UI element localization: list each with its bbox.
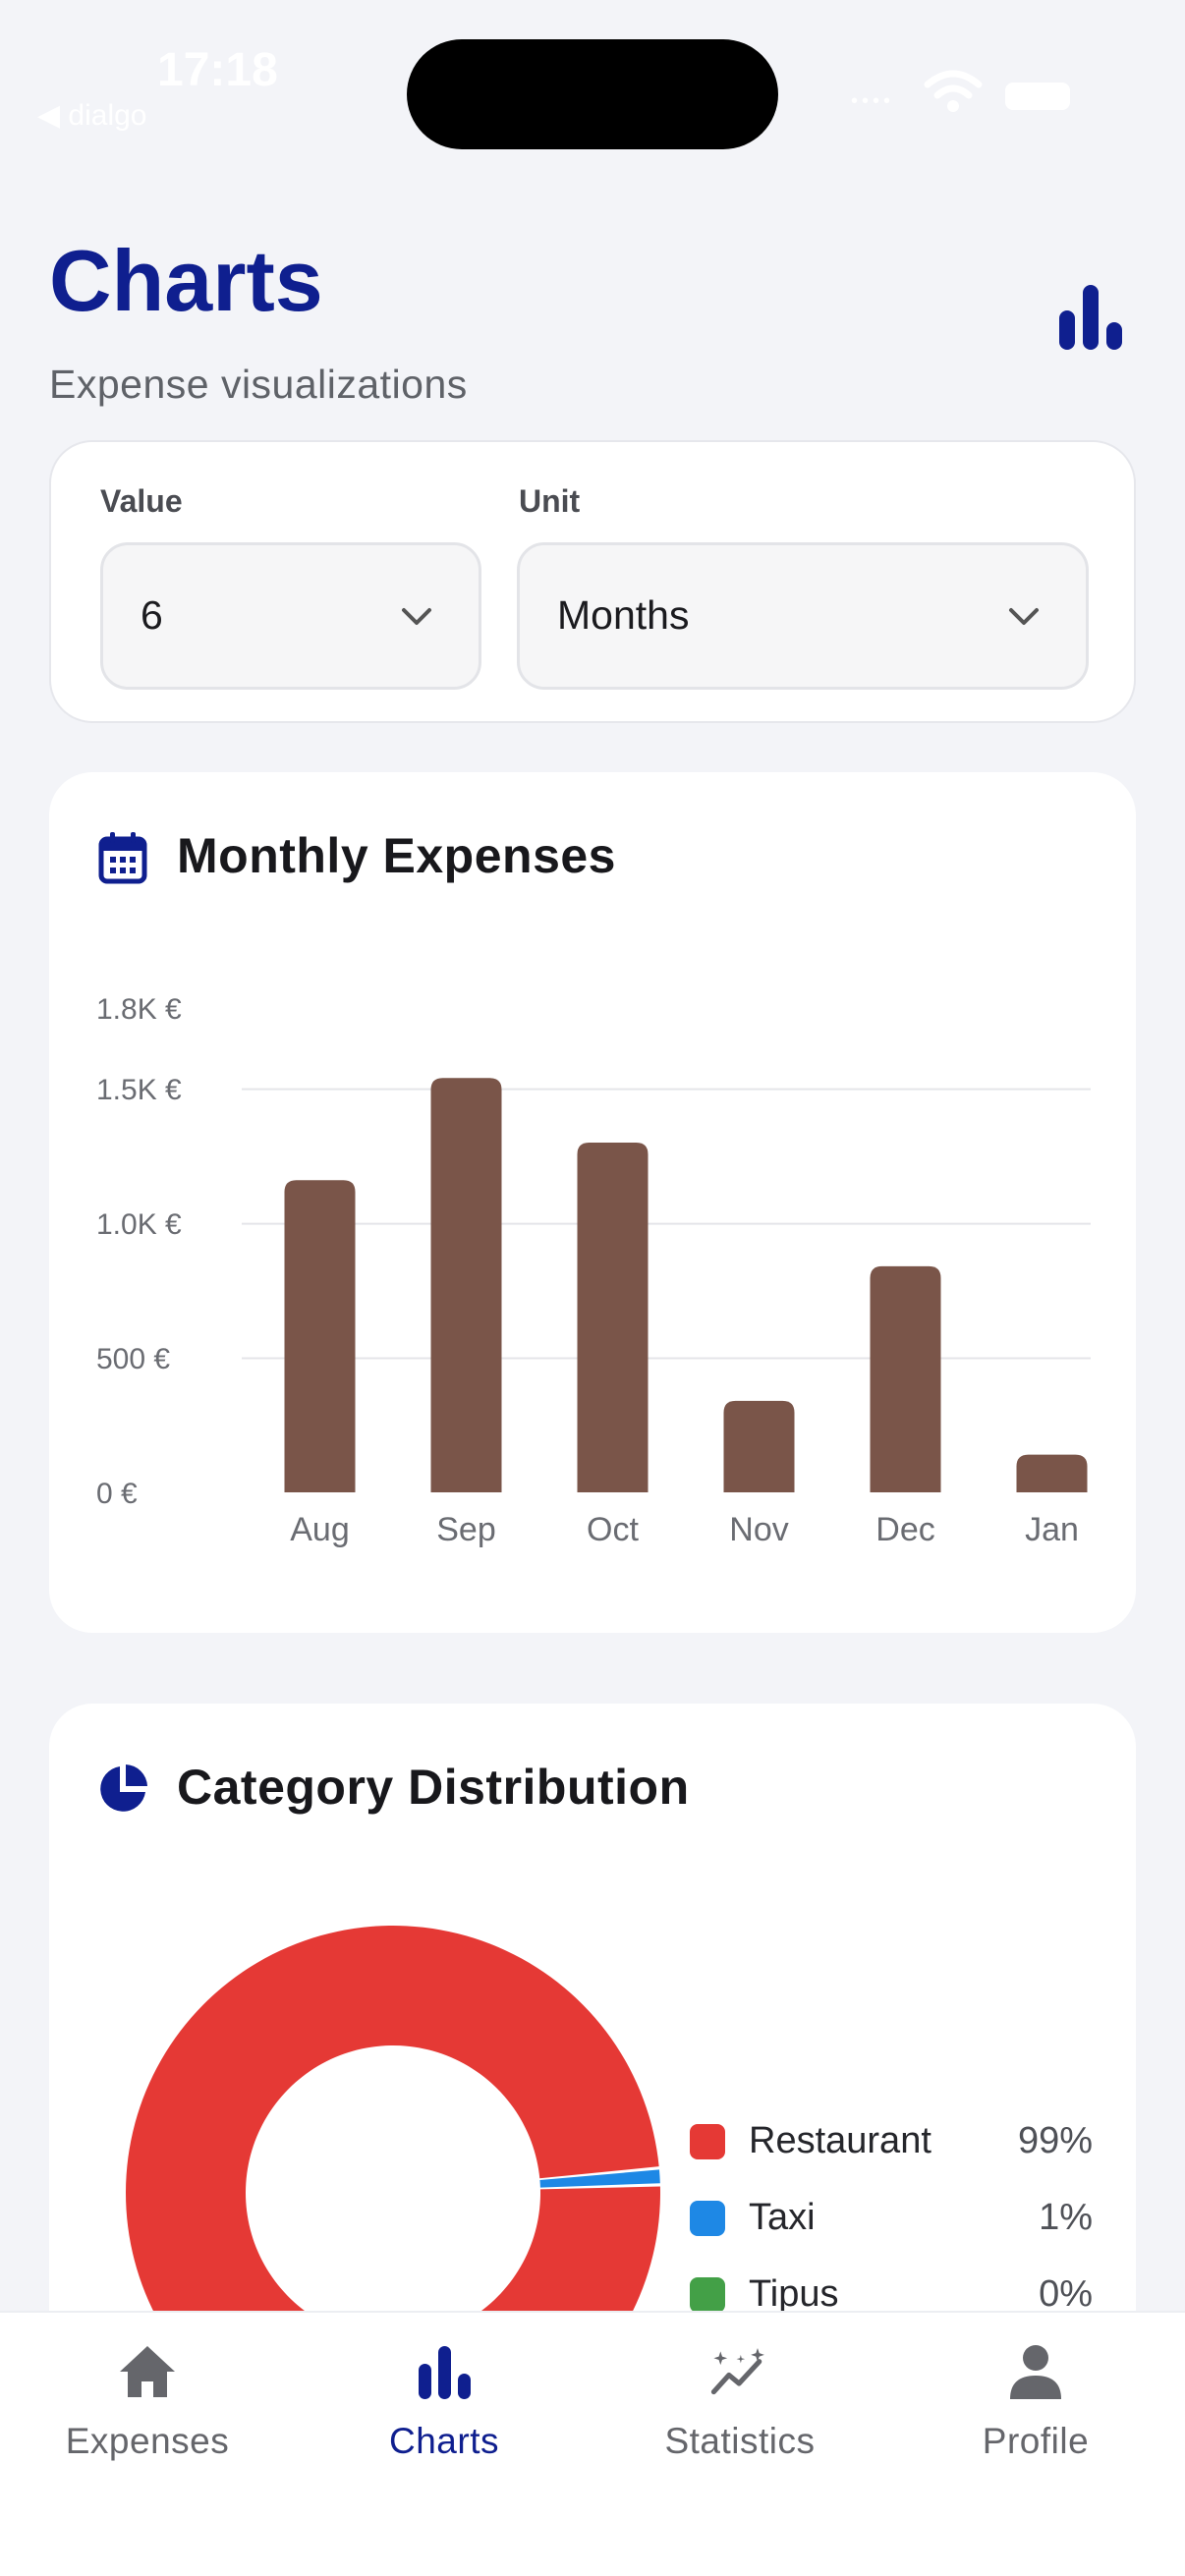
- nav-tab-charts[interactable]: Charts: [297, 2313, 592, 2509]
- y-axis-tick-label: 1.5K €: [96, 1074, 182, 1106]
- nav-label-profile: Profile: [982, 2421, 1090, 2461]
- x-axis-category-label: Dec: [875, 1511, 934, 1548]
- monthly-expenses-bar-chart: 0 € 500 € 1.0K € 1.5K € 1.8K € Aug Sep Oct Nov De…: [96, 993, 1091, 1548]
- monthly-expenses-card: Monthly Expenses 0 € 500 € 1.0K € 1.5K € 1.8…: [49, 772, 1136, 1633]
- bar-sep: [430, 1078, 502, 1492]
- x-axis-category-label: Sep: [436, 1511, 496, 1548]
- y-axis-tick-label: 1.0K €: [96, 1208, 182, 1241]
- x-axis-category-label: Aug: [290, 1511, 350, 1548]
- nav-label-statistics: Statistics: [664, 2421, 816, 2461]
- x-axis-category-label: Jan: [1025, 1511, 1079, 1548]
- y-axis-tick-label: 0 €: [96, 1478, 138, 1510]
- unit-field-label: Unit: [519, 483, 581, 519]
- chevron-down-icon: [402, 608, 431, 625]
- bottom-navigation: Expenses Charts Statistics Profile: [0, 2311, 1185, 2576]
- legend-label: Taxi: [749, 2197, 816, 2238]
- nav-label-expenses: Expenses: [65, 2421, 230, 2461]
- cellular-signal-icon: ••••: [851, 90, 895, 112]
- legend-label: Restaurant: [749, 2120, 931, 2161]
- y-axis-tick-label: 1.8K €: [96, 993, 182, 1026]
- calendar-icon: [98, 832, 147, 884]
- legend-item-taxi: Taxi 1%: [690, 2193, 1093, 2242]
- dynamic-island: [407, 39, 778, 149]
- value-select[interactable]: 6: [100, 542, 481, 690]
- back-to-app-link[interactable]: ◀ dialgo: [37, 99, 147, 132]
- trend-sparkle-icon: [710, 2348, 764, 2395]
- home-icon: [120, 2346, 175, 2397]
- nav-tab-expenses[interactable]: Expenses: [0, 2313, 295, 2509]
- wifi-icon: [924, 70, 983, 112]
- category-distribution-title: Category Distribution: [177, 1760, 690, 1815]
- battery-icon: [1005, 83, 1070, 110]
- nav-tab-profile[interactable]: Profile: [888, 2313, 1183, 2509]
- legend-swatch: [690, 2277, 725, 2313]
- bar-dec: [870, 1265, 941, 1492]
- x-axis-category-label: Nov: [729, 1511, 788, 1548]
- legend-item-tipus: Tipus 0%: [690, 2269, 1093, 2319]
- status-bar: 17:18 ◀ dialgo ••••: [0, 0, 1185, 149]
- unit-select-value: Months: [557, 592, 690, 638]
- legend-label: Tipus: [749, 2273, 839, 2315]
- person-icon: [1010, 2345, 1061, 2399]
- y-axis-tick-label: 500 €: [96, 1343, 170, 1375]
- pie-chart-icon: [100, 1764, 147, 1812]
- value-select-value: 6: [141, 592, 163, 638]
- legend-percent: 1%: [1039, 2197, 1093, 2238]
- chevron-down-icon: [1009, 608, 1039, 625]
- donut-slice-taxi: [539, 2169, 660, 2188]
- legend-swatch: [690, 2124, 725, 2159]
- period-filter-card: Value 6 Unit Months: [49, 440, 1136, 723]
- x-axis-category-label: Oct: [587, 1511, 639, 1548]
- bar-oct: [577, 1142, 649, 1492]
- bar-chart-icon: [419, 2346, 471, 2399]
- value-field-label: Value: [100, 483, 183, 519]
- legend-percent: 99%: [1017, 2120, 1093, 2161]
- unit-select[interactable]: Months: [517, 542, 1089, 690]
- page-title: Charts: [49, 232, 323, 329]
- bar-chart-icon: [1059, 285, 1122, 350]
- bar-aug: [284, 1180, 356, 1492]
- nav-tab-statistics[interactable]: Statistics: [592, 2313, 887, 2509]
- page-subtitle: Expense visualizations: [49, 362, 468, 407]
- bar-nov: [723, 1400, 795, 1492]
- legend-percent: 0%: [1039, 2273, 1093, 2315]
- monthly-expenses-title: Monthly Expenses: [177, 828, 616, 883]
- legend-item-restaurant: Restaurant 99%: [690, 2116, 1093, 2165]
- bar-jan: [1016, 1454, 1088, 1492]
- legend-swatch: [690, 2201, 725, 2236]
- status-time: 17:18: [157, 44, 278, 96]
- nav-label-charts: Charts: [389, 2421, 499, 2461]
